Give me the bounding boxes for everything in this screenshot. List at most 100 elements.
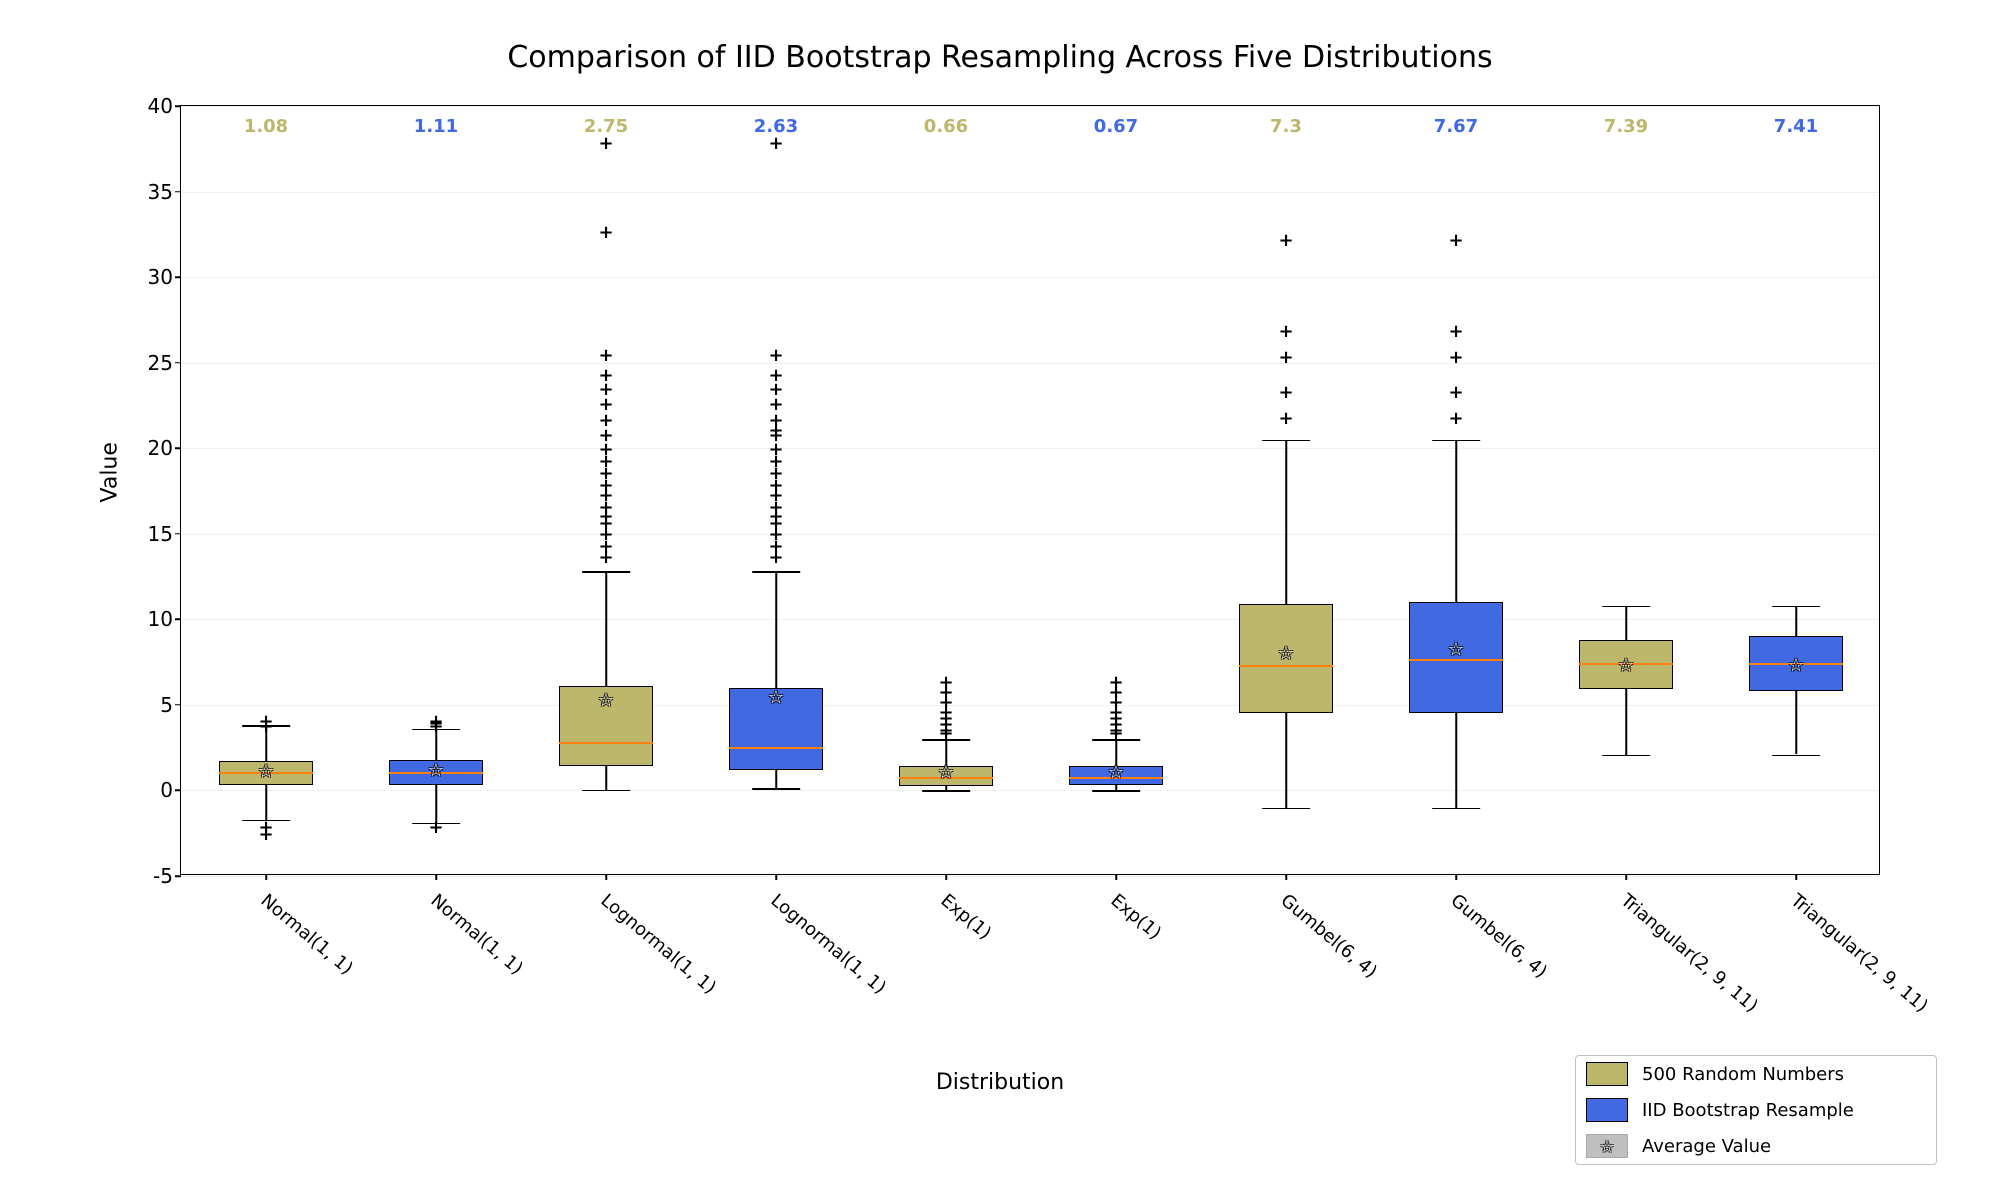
median-line bbox=[729, 747, 823, 749]
outlier-marker: + bbox=[1278, 384, 1293, 402]
y-tick-label: 35 bbox=[148, 180, 173, 204]
x-tick-mark bbox=[1795, 874, 1797, 880]
x-tick-label: Gumbel(6, 4) bbox=[1447, 890, 1552, 982]
legend-label-resample: IID Bootstrap Resample bbox=[1642, 1100, 1854, 1121]
outlier-marker: + bbox=[938, 674, 953, 692]
y-tick-label: 10 bbox=[148, 607, 173, 631]
outlier-marker: + bbox=[258, 819, 273, 837]
y-axis-label: Value bbox=[98, 442, 123, 502]
gridline bbox=[181, 106, 1879, 107]
cap-lower bbox=[1092, 790, 1140, 792]
mean-marker: ☆ bbox=[1788, 657, 1804, 675]
outlier-marker: + bbox=[1448, 384, 1463, 402]
outlier-marker: + bbox=[1278, 323, 1293, 341]
x-tick-mark bbox=[775, 874, 777, 880]
y-tick-label: 40 bbox=[148, 94, 173, 118]
x-tick-mark bbox=[1625, 874, 1627, 880]
cap-lower bbox=[922, 790, 970, 792]
value-annotation: 7.39 bbox=[1604, 116, 1648, 137]
value-annotation: 7.3 bbox=[1270, 116, 1302, 137]
x-tick-label: Exp(1) bbox=[937, 890, 996, 944]
legend-label-average: Average Value bbox=[1642, 1136, 1771, 1157]
whisker-lower bbox=[605, 766, 607, 789]
cap-lower bbox=[1432, 808, 1480, 810]
legend-item-resample: IID Bootstrap Resample bbox=[1576, 1092, 1936, 1128]
cap-upper bbox=[1602, 606, 1650, 608]
legend-swatch-original bbox=[1586, 1062, 1628, 1086]
value-annotation: 1.08 bbox=[244, 116, 288, 137]
y-tick-label: -5 bbox=[153, 864, 173, 888]
x-tick-label: Normal(1, 1) bbox=[257, 890, 357, 979]
gridline bbox=[181, 277, 1879, 278]
y-tick-mark bbox=[175, 447, 181, 449]
whisker-upper bbox=[1625, 606, 1627, 640]
x-tick-label: Triangular(2, 9, 11) bbox=[1617, 890, 1762, 1017]
x-tick-label: Triangular(2, 9, 11) bbox=[1787, 890, 1932, 1017]
outlier-marker: + bbox=[768, 367, 783, 385]
y-tick-mark bbox=[175, 875, 181, 877]
cap-upper bbox=[1262, 440, 1310, 442]
whisker-lower bbox=[1285, 713, 1287, 807]
value-annotation: 1.11 bbox=[414, 116, 458, 137]
y-tick-label: 5 bbox=[160, 693, 173, 717]
mean-marker: ☆ bbox=[258, 763, 274, 781]
y-tick-mark bbox=[175, 105, 181, 107]
x-tick-label: Lognormal(1, 1) bbox=[767, 890, 891, 998]
outlier-marker: + bbox=[1108, 674, 1123, 692]
gridline bbox=[181, 448, 1879, 449]
x-tick-label: Gumbel(6, 4) bbox=[1277, 890, 1382, 982]
outlier-marker: + bbox=[768, 135, 783, 153]
whisker-upper bbox=[1455, 440, 1457, 603]
y-tick-label: 30 bbox=[148, 265, 173, 289]
whisker-upper bbox=[1285, 440, 1287, 604]
legend-item-average: ☆ Average Value bbox=[1576, 1128, 1936, 1164]
outlier-marker: + bbox=[598, 347, 613, 365]
mean-marker: ☆ bbox=[598, 692, 614, 710]
cap-lower bbox=[1262, 808, 1310, 810]
cap-upper bbox=[582, 571, 630, 573]
cap-lower bbox=[1602, 755, 1650, 757]
whisker-upper bbox=[1795, 606, 1797, 637]
y-tick-label: 25 bbox=[148, 351, 173, 375]
whisker-lower bbox=[1455, 713, 1457, 807]
whisker-lower bbox=[1625, 689, 1627, 754]
cap-lower bbox=[1772, 755, 1820, 757]
legend: 500 Random Numbers IID Bootstrap Resampl… bbox=[1575, 1055, 1937, 1165]
outlier-marker: + bbox=[1448, 349, 1463, 367]
gridline bbox=[181, 363, 1879, 364]
x-tick-mark bbox=[435, 874, 437, 880]
y-tick-mark bbox=[175, 362, 181, 364]
whisker-lower bbox=[775, 770, 777, 788]
outlier-marker: + bbox=[1448, 410, 1463, 428]
outlier-marker: + bbox=[768, 347, 783, 365]
outlier-marker: + bbox=[1278, 410, 1293, 428]
outlier-marker: + bbox=[1278, 349, 1293, 367]
outlier-marker: + bbox=[428, 713, 443, 731]
outlier-marker: + bbox=[1448, 323, 1463, 341]
cap-upper bbox=[1432, 440, 1480, 442]
y-tick-mark bbox=[175, 790, 181, 792]
whisker-lower bbox=[265, 785, 267, 819]
y-tick-mark bbox=[175, 276, 181, 278]
mean-marker: ☆ bbox=[1108, 764, 1124, 782]
outlier-marker: + bbox=[258, 713, 273, 731]
legend-label-original: 500 Random Numbers bbox=[1642, 1064, 1844, 1085]
x-tick-mark bbox=[945, 874, 947, 880]
x-tick-mark bbox=[265, 874, 267, 880]
outlier-marker: + bbox=[1448, 232, 1463, 250]
legend-item-original: 500 Random Numbers bbox=[1576, 1056, 1936, 1092]
value-annotation: 0.66 bbox=[924, 116, 968, 137]
y-tick-mark bbox=[175, 191, 181, 193]
value-annotation: 7.67 bbox=[1434, 116, 1478, 137]
y-tick-label: 0 bbox=[160, 778, 173, 802]
x-tick-mark bbox=[1455, 874, 1457, 880]
value-annotation: 7.41 bbox=[1774, 116, 1818, 137]
gridline bbox=[181, 192, 1879, 193]
outlier-marker: + bbox=[428, 819, 443, 837]
outlier-marker: + bbox=[598, 135, 613, 153]
whisker-upper bbox=[775, 571, 777, 687]
y-tick-label: 20 bbox=[148, 436, 173, 460]
y-tick-mark bbox=[175, 619, 181, 621]
mean-marker: ☆ bbox=[428, 762, 444, 780]
cap-upper bbox=[1772, 606, 1820, 608]
